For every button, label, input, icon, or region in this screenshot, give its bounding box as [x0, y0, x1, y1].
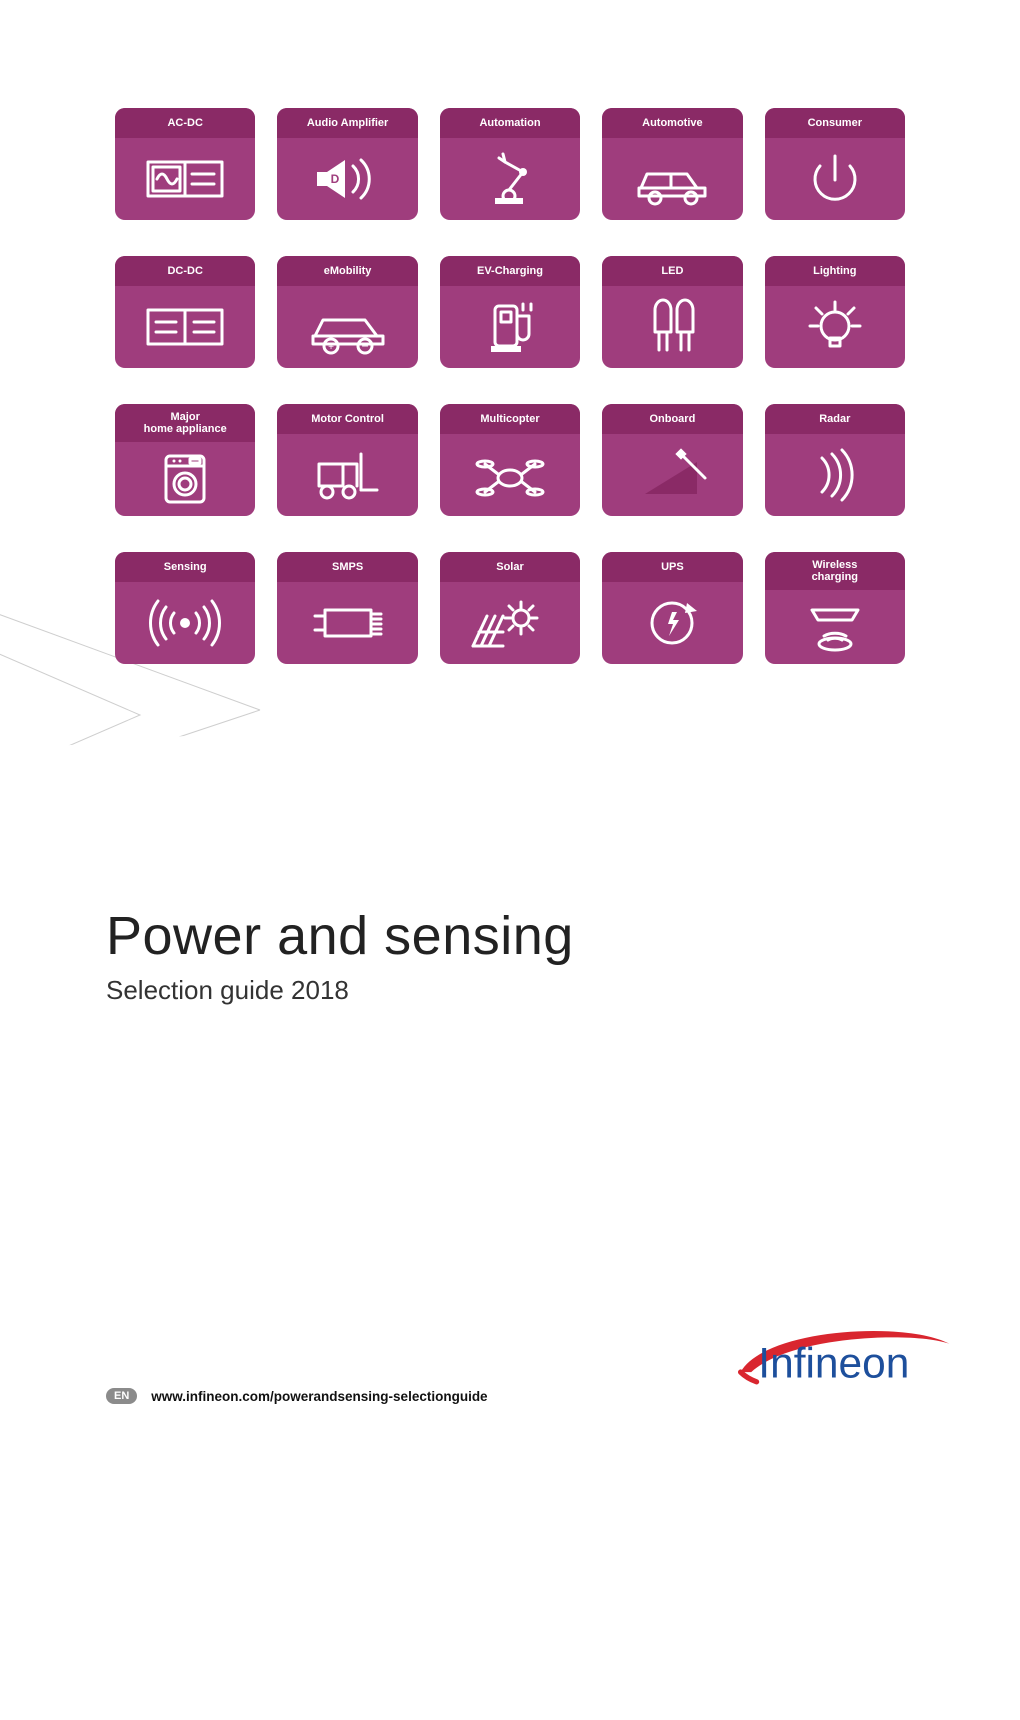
category-tile[interactable]: UPS — [602, 552, 742, 664]
footer-left: EN www.infineon.com/powerandsensing-sele… — [106, 1388, 488, 1404]
tile-label: Onboard — [602, 404, 742, 434]
ecar-icon: + − — [277, 286, 417, 368]
category-tile[interactable]: AC-DC — [115, 108, 255, 220]
footer: EN www.infineon.com/powerandsensing-sele… — [106, 1319, 960, 1404]
forklift-icon — [277, 434, 417, 516]
tile-label: Automation — [440, 108, 580, 138]
tile-label: eMobility — [277, 256, 417, 286]
category-tile[interactable]: DC-DC — [115, 256, 255, 368]
category-tile[interactable]: EV-Charging — [440, 256, 580, 368]
tile-label: Multicopter — [440, 404, 580, 434]
solar-icon — [440, 582, 580, 664]
category-tile[interactable]: Majorhome appliance — [115, 404, 255, 516]
drone-icon — [440, 434, 580, 516]
tile-label: Majorhome appliance — [115, 404, 255, 442]
language-pill: EN — [106, 1388, 137, 1404]
category-grid: AC-DC Audio Amplifier D Automation Autom… — [115, 108, 905, 664]
page-title: Power and sensing — [106, 905, 574, 967]
smps-icon — [277, 582, 417, 664]
acdc-icon — [115, 138, 255, 220]
car-icon — [602, 138, 742, 220]
radar-icon — [765, 434, 905, 516]
category-tile[interactable]: Automotive — [602, 108, 742, 220]
footer-url: www.infineon.com/powerandsensing-selecti… — [151, 1389, 487, 1404]
tile-label: LED — [602, 256, 742, 286]
category-tile[interactable]: Lighting — [765, 256, 905, 368]
tile-label: Wirelesscharging — [765, 552, 905, 590]
onboard-icon — [602, 434, 742, 516]
logo-text: Infineon — [758, 1340, 909, 1387]
wireless-icon — [765, 590, 905, 664]
category-tile[interactable]: Radar — [765, 404, 905, 516]
category-tile[interactable]: Solar — [440, 552, 580, 664]
ups-icon — [602, 582, 742, 664]
tile-label: Radar — [765, 404, 905, 434]
category-tile[interactable]: Multicopter — [440, 404, 580, 516]
power-icon — [765, 138, 905, 220]
tile-label: Sensing — [115, 552, 255, 582]
svg-text:+: + — [328, 342, 334, 353]
tile-label: DC-DC — [115, 256, 255, 286]
tile-label: Solar — [440, 552, 580, 582]
sensing-icon — [115, 582, 255, 664]
category-tile[interactable]: Consumer — [765, 108, 905, 220]
category-tile[interactable]: Automation — [440, 108, 580, 220]
tile-label: Audio Amplifier — [277, 108, 417, 138]
infineon-logo: Infineon — [730, 1319, 960, 1404]
category-tile[interactable]: Motor Control — [277, 404, 417, 516]
page: AC-DC Audio Amplifier D Automation Autom… — [0, 0, 1020, 1442]
svg-text:−: − — [361, 339, 368, 353]
tile-label: Lighting — [765, 256, 905, 286]
category-tile[interactable]: Wirelesscharging — [765, 552, 905, 664]
audio-icon: D — [277, 138, 417, 220]
led-icon — [602, 286, 742, 368]
evcharger-icon — [440, 286, 580, 368]
category-tile[interactable]: Onboard — [602, 404, 742, 516]
title-block: Power and sensing Selection guide 2018 — [106, 905, 574, 1006]
tile-label: SMPS — [277, 552, 417, 582]
category-tile[interactable]: eMobility + − — [277, 256, 417, 368]
tile-label: AC-DC — [115, 108, 255, 138]
svg-text:D: D — [330, 172, 339, 186]
category-tile[interactable]: SMPS — [277, 552, 417, 664]
category-tile[interactable]: Audio Amplifier D — [277, 108, 417, 220]
tile-label: UPS — [602, 552, 742, 582]
tile-label: Consumer — [765, 108, 905, 138]
bulb-icon — [765, 286, 905, 368]
dcdc-icon — [115, 286, 255, 368]
page-subtitle: Selection guide 2018 — [106, 975, 574, 1006]
tile-label: Automotive — [602, 108, 742, 138]
category-tile[interactable]: LED — [602, 256, 742, 368]
tile-label: Motor Control — [277, 404, 417, 434]
washer-icon — [115, 442, 255, 516]
robotarm-icon — [440, 138, 580, 220]
category-tile[interactable]: Sensing — [115, 552, 255, 664]
tile-label: EV-Charging — [440, 256, 580, 286]
